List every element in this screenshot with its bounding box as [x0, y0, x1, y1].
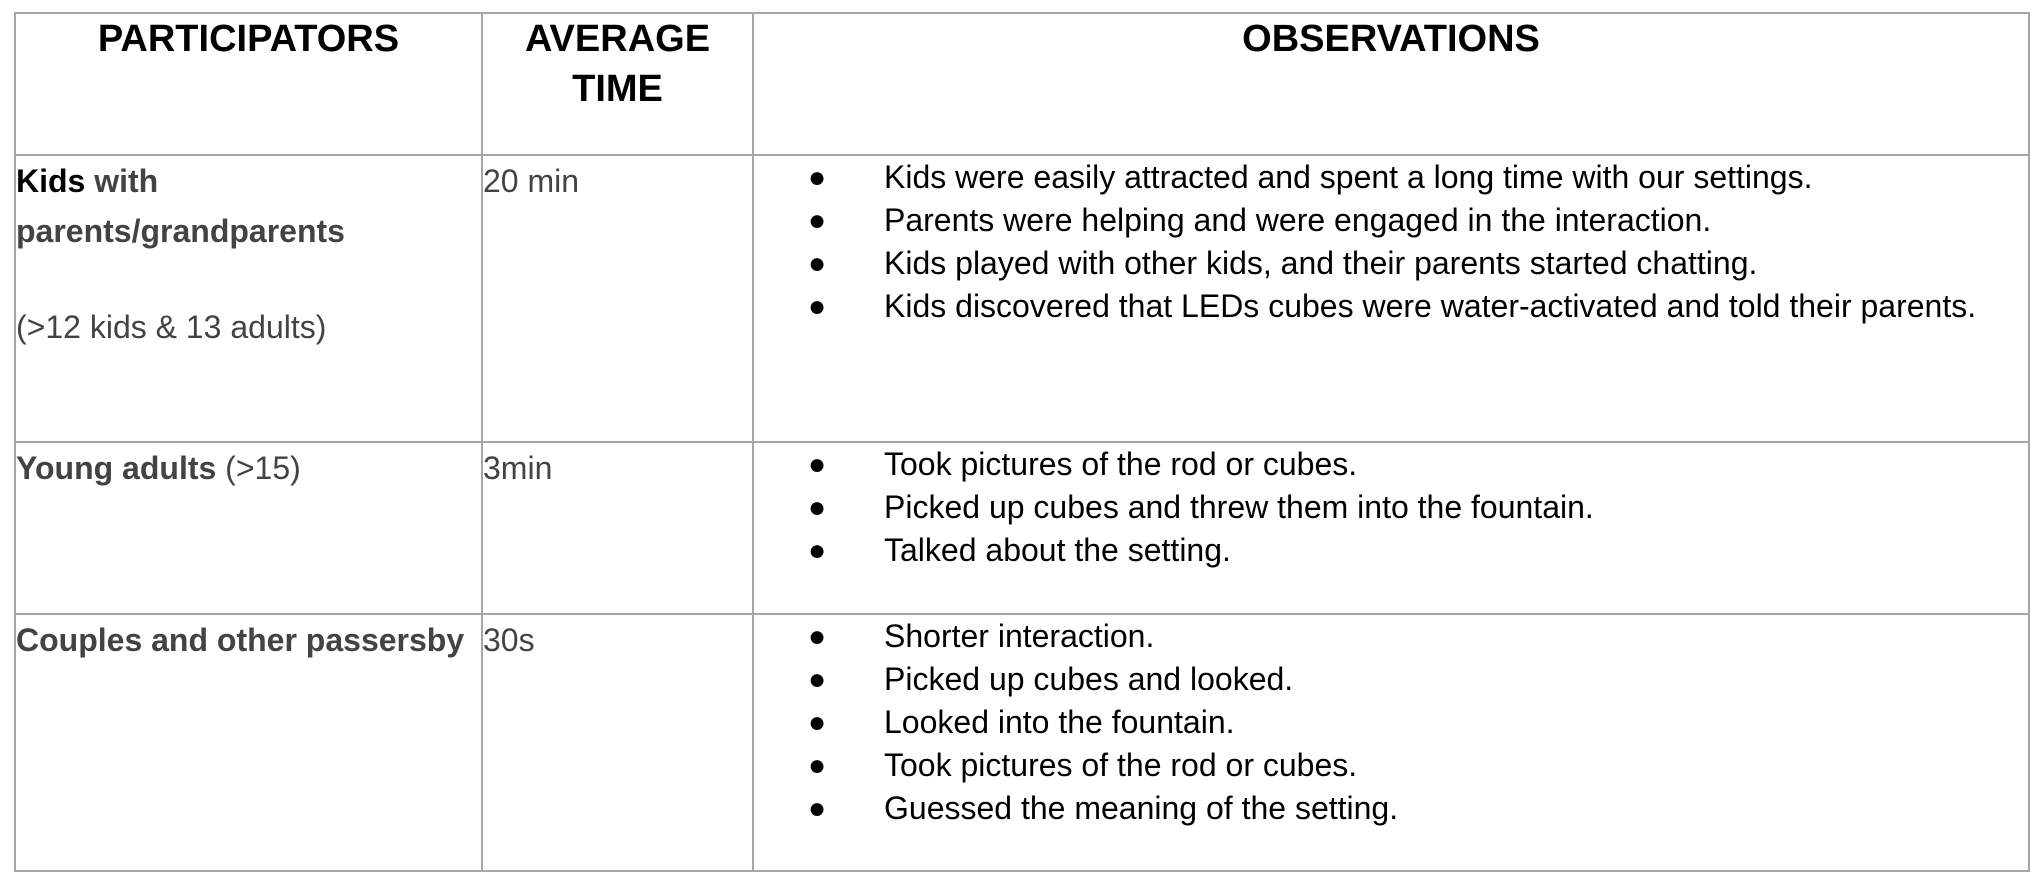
observation-text: Shorter interaction. [884, 618, 1155, 654]
observations-table: PARTICIPATORS AVERAGE TIME OBSERVATIONS … [14, 12, 2030, 872]
observation-text: Kids discovered that LEDs cubes were wat… [884, 288, 1977, 324]
header-observations-label: OBSERVATIONS [1242, 18, 1540, 60]
participant-name-bold: Kids [16, 163, 86, 199]
participant-name-bold: Couples and other passersby [16, 622, 465, 658]
observation-text: Looked into the fountain. [884, 704, 1235, 740]
list-item: ● Guessed the meaning of the setting. [754, 787, 2028, 830]
list-item: ● Looked into the fountain. [754, 701, 2028, 744]
bullet-icon: ● [808, 290, 827, 323]
header-average-time-line1: AVERAGE [524, 18, 711, 60]
list-item: ● Picked up cubes and threw them into the… [754, 486, 2028, 529]
observations-list: ● Took pictures of the rod or cubes. ● Pic… [754, 443, 2028, 572]
list-item: ● Kids were easily attracted and spent a … [754, 156, 2028, 199]
average-time-cell: 30s [481, 613, 754, 872]
observation-text: Took pictures of the rod or cubes. [884, 747, 1358, 783]
bullet-icon: ● [808, 706, 827, 739]
observation-text: Picked up cubes and looked. [884, 661, 1294, 697]
observations-cell: ● Took pictures of the rod or cubes. ● Pic… [752, 441, 2030, 615]
average-time-cell: 20 min [481, 154, 754, 443]
participant-name-rest: with parents/grandparents [16, 163, 345, 249]
table-row-kids: Kids with parents/grandparents (>12 kids… [14, 154, 2030, 443]
bullet-icon: ● [808, 204, 827, 237]
average-time-value: 3min [483, 450, 553, 486]
bullet-icon: ● [808, 448, 827, 481]
average-time-value: 20 min [483, 163, 580, 199]
average-time-value: 30s [483, 622, 535, 658]
header-participators: PARTICIPATORS [14, 12, 483, 156]
header-row: PARTICIPATORS AVERAGE TIME OBSERVATIONS [14, 12, 2030, 156]
bullet-icon: ● [808, 792, 827, 825]
table-row-young-adults: Young adults (>15) 3min ● Took pictures o… [14, 441, 2030, 615]
header-average-time: AVERAGE TIME [481, 12, 754, 156]
participant-cell: Couples and other passersby [14, 613, 483, 872]
bullet-icon: ● [808, 247, 827, 280]
header-observations: OBSERVATIONS [752, 12, 2030, 156]
list-item: ● Kids discovered that LEDs cubes were wa… [754, 285, 2028, 328]
header-average-time-line2: TIME [572, 68, 663, 110]
participant-note: (>12 kids & 13 adults) [16, 309, 327, 345]
bullet-icon: ● [808, 161, 827, 194]
header-participators-label: PARTICIPATORS [97, 18, 400, 60]
list-item: ● Shorter interaction. [754, 615, 2028, 658]
observation-text: Guessed the meaning of the setting. [884, 790, 1399, 826]
participant-name-bold: Young adults [16, 450, 217, 486]
bullet-icon: ● [808, 620, 827, 653]
bullet-icon: ● [808, 491, 827, 524]
observations-list: ● Shorter interaction. ● Picked up cubes a… [754, 615, 2028, 830]
observation-text: Parents were helping and were engaged in… [884, 202, 1712, 238]
observation-text: Talked about the setting. [884, 532, 1231, 568]
list-item: ● Took pictures of the rod or cubes. [754, 443, 2028, 486]
list-item: ● Parents were helping and were engaged i… [754, 199, 2028, 242]
bullet-icon: ● [808, 663, 827, 696]
list-item: ● Talked about the setting. [754, 529, 2028, 572]
observation-text: Picked up cubes and threw them into the … [884, 489, 1594, 525]
bullet-icon: ● [808, 534, 827, 567]
observation-text: Kids were easily attracted and spent a l… [884, 159, 1813, 195]
list-item: ● Kids played with other kids, and their … [754, 242, 2028, 285]
observation-text: Kids played with other kids, and their p… [884, 245, 1758, 281]
observations-cell: ● Shorter interaction. ● Picked up cubes a… [752, 613, 2030, 872]
observations-cell: ● Kids were easily attracted and spent a … [752, 154, 2030, 443]
bullet-icon: ● [808, 749, 827, 782]
table-row-couples: Couples and other passersby 30s ● Shorter… [14, 613, 2030, 872]
list-item: ● Picked up cubes and looked. [754, 658, 2028, 701]
participant-cell: Kids with parents/grandparents (>12 kids… [14, 154, 483, 443]
participant-name-rest: (>15) [216, 450, 301, 486]
list-item: ● Took pictures of the rod or cubes. [754, 744, 2028, 787]
average-time-cell: 3min [481, 441, 754, 615]
participant-cell: Young adults (>15) [14, 441, 483, 615]
observations-list: ● Kids were easily attracted and spent a … [754, 156, 2028, 328]
observation-text: Took pictures of the rod or cubes. [884, 446, 1358, 482]
